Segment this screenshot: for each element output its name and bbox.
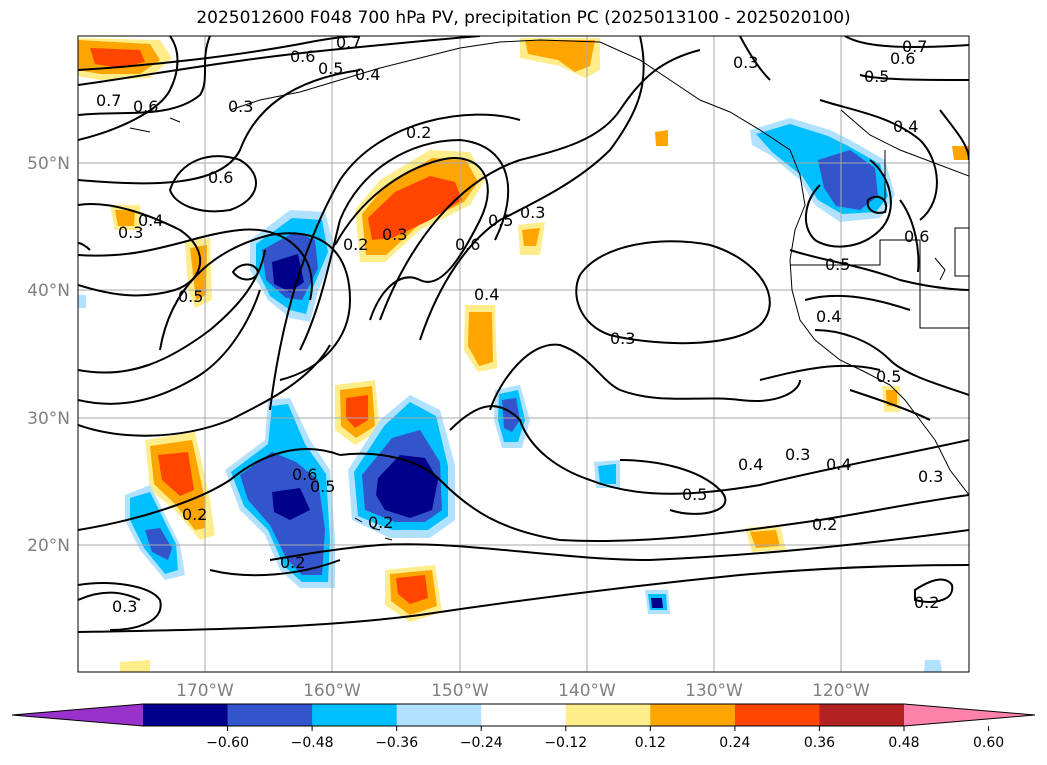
contour-label: 0.6 <box>290 47 315 66</box>
contour-label: 0.5 <box>310 477 335 496</box>
lat-label: 20°N <box>27 536 70 556</box>
contour-label: 0.3 <box>228 97 253 116</box>
contour-label: 0.3 <box>733 53 758 72</box>
contour-label: 0.5 <box>178 287 203 306</box>
colorbar-tick-label: 0.36 <box>804 735 835 751</box>
contour-label: 0.4 <box>816 307 841 326</box>
contour-label: 0.2 <box>182 505 207 524</box>
colorbar-swatch <box>734 704 820 726</box>
contour-label: 0.6 <box>890 49 915 68</box>
colorbar-tick-label: −0.60 <box>206 735 249 751</box>
colorbar-swatch <box>650 704 736 726</box>
map-title: 2025012600 F048 700 hPa PV, precipitatio… <box>196 8 851 28</box>
contour-label: 0.4 <box>474 285 499 304</box>
colorbar-extend-low <box>12 704 143 726</box>
colorbar-swatch <box>143 704 229 726</box>
lon-label: 150°W <box>431 681 489 701</box>
contour-label: 0.5 <box>864 67 889 86</box>
contour-label: 0.5 <box>825 255 850 274</box>
lon-label: 160°W <box>303 681 361 701</box>
pv-contours <box>78 36 969 633</box>
lon-label: 140°W <box>558 681 616 701</box>
contour-label: 0.5 <box>876 367 901 386</box>
contour-label: 0.2 <box>812 515 837 534</box>
colorbar-tick-label: −0.48 <box>291 735 334 751</box>
contour-label: 0.6 <box>292 465 317 484</box>
colorbar-tick-label: −0.12 <box>544 735 587 751</box>
contour-label: 0.4 <box>826 455 851 474</box>
contour-label: 0.6 <box>455 235 480 254</box>
contour-label: 0.3 <box>610 329 635 348</box>
contour-label: 0.3 <box>918 467 943 486</box>
colorbar-swatch <box>481 704 567 726</box>
contour-label: 0.4 <box>893 117 918 136</box>
colorbar-tick-label: 0.24 <box>719 735 750 751</box>
lon-label: 130°W <box>685 681 743 701</box>
colorbar-swatch <box>396 704 482 726</box>
contour-label: 0.6 <box>904 227 929 246</box>
contour-label: 0.3 <box>785 445 810 464</box>
contour-label: 0.4 <box>738 455 763 474</box>
lon-label: 170°W <box>176 681 234 701</box>
colorbar-swatch <box>312 704 398 726</box>
contour-label: 0.5 <box>682 485 707 504</box>
colorbar-extend-high <box>904 704 1035 726</box>
colorbar-tick-label: 0.48 <box>888 735 919 751</box>
contour-label: 0.5 <box>488 211 513 230</box>
contour-label: 0.3 <box>112 597 137 616</box>
contour-label: 0.7 <box>336 33 361 52</box>
graticule <box>78 36 969 672</box>
contour-label: 0.2 <box>406 123 431 142</box>
colorbar-swatch <box>227 704 313 726</box>
colorbar-tick-label: 0.12 <box>635 735 666 751</box>
contour-label: 0.6 <box>133 97 158 116</box>
lon-label: 120°W <box>812 681 870 701</box>
colorbar-swatch <box>565 704 651 726</box>
map-background <box>78 36 969 672</box>
colorbar-ticks: −0.60 −0.48 −0.36 −0.24 −0.12 0.12 0.24 … <box>206 735 1004 751</box>
colorbar-tick-label: 0.60 <box>973 735 1004 751</box>
colorbar-tick-label: −0.36 <box>375 735 418 751</box>
contour-label: 0.4 <box>355 65 380 84</box>
longitude-labels: 170°W 160°W 150°W 140°W 130°W 120°W <box>176 681 870 701</box>
contour-label: 0.3 <box>118 223 143 242</box>
colorbar-outline <box>11 703 1036 727</box>
contour-label: 0.7 <box>902 37 927 56</box>
contour-labels: 0.7 0.6 0.5 0.4 0.3 0.2 0.7 0.6 0.3 0.6 … <box>96 33 943 616</box>
contour-label: 0.6 <box>208 168 233 187</box>
contour-label: 0.2 <box>280 553 305 572</box>
latitude-labels: 50°N 40°N 30°N 20°N <box>27 154 70 556</box>
contour-label: 0.2 <box>368 513 393 532</box>
lat-label: 40°N <box>27 281 70 301</box>
lat-label: 50°N <box>27 154 70 174</box>
colorbar-swatch <box>819 704 905 726</box>
contour-label: 0.7 <box>96 91 121 110</box>
colorbar <box>11 703 1036 731</box>
colorbar-tick-label: −0.24 <box>460 735 503 751</box>
contour-label: 0.3 <box>520 203 545 222</box>
contour-label: 0.2 <box>343 235 368 254</box>
map-frame <box>77 35 970 673</box>
contour-label: 0.4 <box>138 211 163 230</box>
contour-label: 0.2 <box>914 593 939 612</box>
contour-label: 0.5 <box>318 59 343 78</box>
lat-label: 30°N <box>27 409 70 429</box>
contour-label: 0.3 <box>382 225 407 244</box>
